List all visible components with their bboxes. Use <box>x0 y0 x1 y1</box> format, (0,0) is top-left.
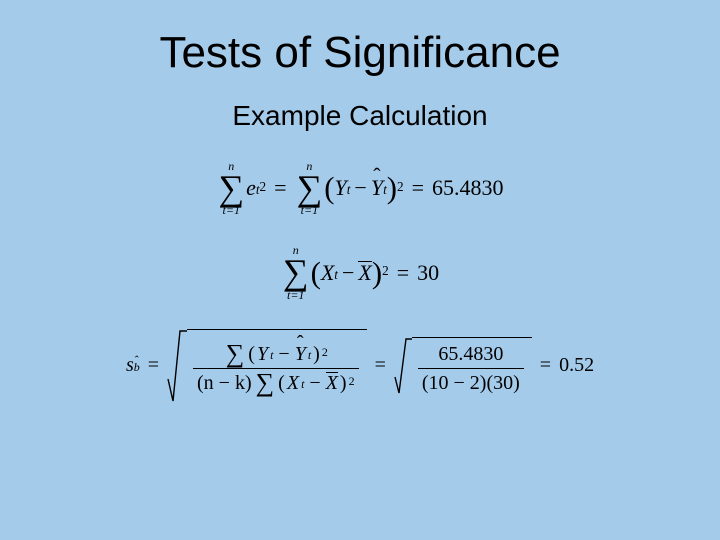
equation-1: n ∑ t=1 et2 = n ∑ t=1 ( Yt − Yt )2 = 65.… <box>216 160 503 216</box>
equals-sign: = <box>375 354 386 377</box>
result-value: 65.4830 <box>432 175 504 201</box>
equation-2: n ∑ t=1 ( Xt − X )2 = 30 <box>281 244 439 300</box>
fraction: ∑ ( Yt − Yt )2 (n − k) ∑ <box>193 342 359 395</box>
fraction: 65.4830 (10 − 2)(30) <box>418 342 524 395</box>
var-Y: Y <box>335 175 347 201</box>
equals-sign: = <box>412 175 424 201</box>
sigma-icon: n ∑ t=1 <box>218 160 244 216</box>
page-subtitle: Example Calculation <box>232 100 487 132</box>
result-value: 0.52 <box>559 354 594 377</box>
var-s: s <box>126 354 134 377</box>
sigma-icon: ∑ <box>256 371 275 394</box>
sqrt-icon: 65.4830 (10 − 2)(30) <box>394 337 532 395</box>
equals-sign: = <box>540 354 551 377</box>
equals-sign: = <box>148 354 159 377</box>
var-X-bar: X <box>358 260 371 286</box>
slide: Tests of Significance Example Calculatio… <box>0 0 720 540</box>
result-value: 30 <box>417 260 439 286</box>
var-e: e <box>246 175 256 201</box>
var-X: X <box>321 260 334 286</box>
equals-sign: = <box>397 260 409 286</box>
equations-block: n ∑ t=1 et2 = n ∑ t=1 ( Yt − Yt )2 = 65.… <box>0 160 720 431</box>
equation-3: sb = ∑ ( Yt − Yt <box>126 329 594 403</box>
equals-sign: = <box>274 175 286 201</box>
sqrt-icon: ∑ ( Yt − Yt )2 (n − k) ∑ <box>167 329 367 403</box>
sigma-icon: ∑ <box>226 342 245 365</box>
sigma-icon: n ∑ t=1 <box>283 244 309 300</box>
sigma-icon: n ∑ t=1 <box>297 160 323 216</box>
var-Y-hat: Y <box>371 175 383 201</box>
page-title: Tests of Significance <box>159 28 560 78</box>
